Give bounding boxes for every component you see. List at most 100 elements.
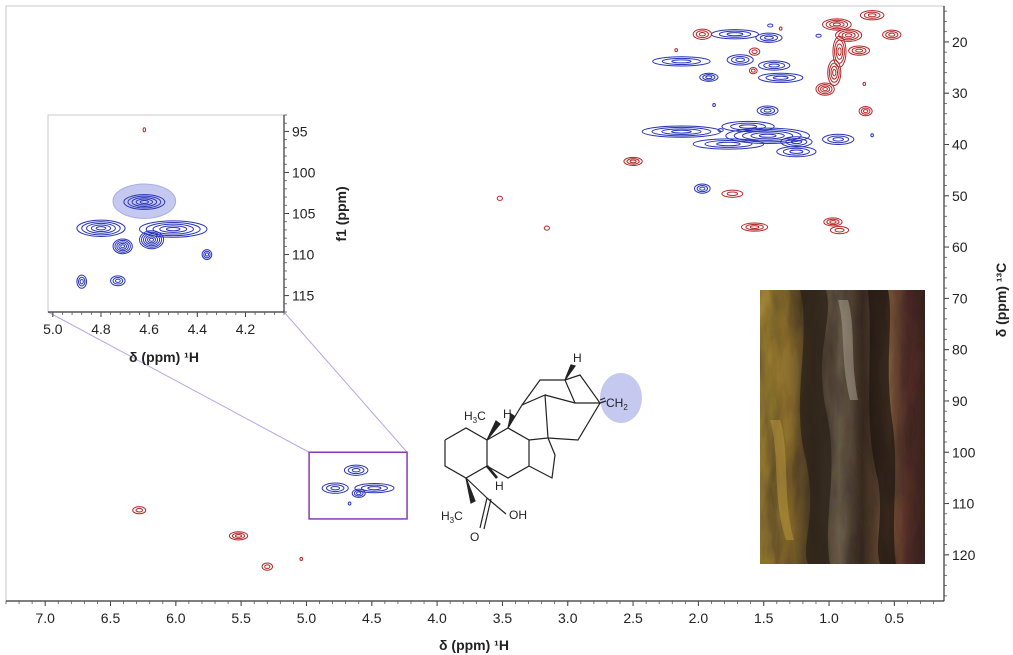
peak-contour [299, 556, 304, 561]
contour-ring [360, 484, 388, 492]
contour-ring [834, 227, 845, 233]
contour-ring [830, 65, 839, 80]
contour-ring [838, 30, 859, 41]
contour-ring [718, 30, 752, 38]
main-y-axis: 20 30 40 50 60 70 80 90 100 110 120 [943, 6, 976, 601]
contour-ring [749, 225, 760, 229]
contour-ring [120, 244, 126, 249]
contour-ring [353, 490, 364, 497]
contour-ring [204, 252, 210, 257]
contour-ring [135, 507, 144, 513]
contour-ring [789, 149, 804, 154]
contour-ring [698, 32, 706, 37]
contour-ring [496, 195, 503, 201]
peak-contour [823, 217, 843, 227]
contour-ring [827, 59, 842, 87]
peak-contour [757, 72, 804, 83]
contour-ring [702, 74, 716, 81]
inset-highlight-ellipse [112, 183, 177, 219]
peak-contour [321, 482, 349, 494]
contour-ring [748, 47, 761, 56]
contour-ring [721, 120, 775, 133]
contour-ring [760, 107, 776, 115]
peak-contour [756, 105, 779, 116]
contour-ring [78, 276, 86, 287]
bridge-top [521, 379, 576, 406]
contour-ring [326, 484, 345, 493]
peak-contour [780, 136, 813, 148]
label-ch2: CH2 [606, 396, 628, 412]
peak-contour [692, 28, 712, 40]
contour-ring [815, 82, 835, 96]
peak-contour [142, 127, 147, 133]
x-tick-label: 4.4 [188, 321, 208, 337]
h-wedge-top [564, 364, 577, 381]
contour-ring [835, 28, 863, 42]
peak-contour [123, 194, 166, 210]
contour-ring [742, 130, 794, 141]
peak-contour [132, 506, 147, 515]
label-h3c-top: H3C [464, 409, 486, 425]
peak-contour [827, 59, 842, 87]
x-tick-label: 5.0 [297, 610, 317, 626]
contour-ring [862, 81, 867, 87]
contour-ring [90, 224, 112, 233]
contour-ring [299, 556, 304, 561]
contour-ring [755, 32, 783, 43]
contour-ring [145, 222, 201, 237]
contour-ring [863, 11, 881, 19]
contour-ring [661, 57, 702, 65]
y-tick-label: 110 [292, 247, 315, 263]
carbonyl-co-b [483, 498, 492, 530]
peak-contour [870, 133, 874, 138]
contour-ring [772, 75, 789, 80]
zoom-highlight-box [308, 451, 408, 520]
contour-ring [131, 197, 158, 207]
contour-ring [730, 55, 750, 64]
contour-ring [733, 129, 802, 143]
x-tick-label: 5.0 [43, 321, 63, 337]
peak-contour [725, 127, 810, 144]
peak-contour [726, 54, 754, 66]
contour-ring [827, 135, 850, 144]
methyl-wedge-top [486, 420, 501, 441]
label-oh: OH [509, 508, 527, 522]
peak-contour [693, 183, 711, 194]
y-tick-label: 60 [952, 239, 968, 255]
x-tick-label: 1.0 [819, 610, 839, 626]
contour-ring [820, 85, 831, 93]
contour-ring [782, 147, 810, 156]
zoom-connector [47, 311, 408, 520]
contour-ring [822, 18, 852, 31]
contour-ring [79, 278, 84, 285]
contour-ring [758, 133, 777, 138]
contour-ring [858, 106, 873, 117]
contour-ring [76, 274, 88, 289]
contour-ring [692, 138, 765, 150]
peak-contour [748, 47, 761, 56]
contour-ring [778, 26, 783, 31]
contour-ring [626, 158, 640, 165]
peak-contour [261, 562, 274, 571]
peak-contour [832, 35, 847, 68]
x-tick-label: 6.5 [101, 610, 121, 626]
contour-ring [776, 146, 817, 158]
contour-ring [114, 278, 121, 283]
peak-contour [829, 226, 850, 235]
peak-contour [755, 32, 783, 43]
contour-ring [696, 185, 709, 193]
methylene-highlight [600, 373, 642, 423]
contour-ring [726, 54, 754, 66]
peak-contour [717, 128, 724, 133]
contour-ring [768, 63, 780, 68]
contour-ring [750, 68, 756, 73]
peak-contour [351, 488, 366, 498]
peak-contour [139, 230, 165, 250]
contour-ring [139, 220, 208, 238]
y-tick-label: 50 [952, 188, 968, 204]
contour-ring [825, 19, 849, 30]
contour-ring [143, 233, 161, 247]
peak-contour [721, 120, 775, 133]
y-tick-label: 80 [952, 342, 968, 358]
contour-ring [851, 47, 867, 55]
